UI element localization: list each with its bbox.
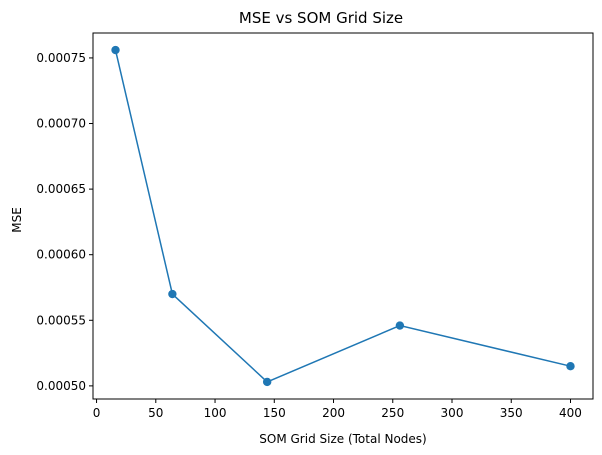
x-tick-label: 400 xyxy=(559,406,582,420)
x-axis: 0 50 100 150 200 250 300 350 400 xyxy=(93,399,582,420)
y-axis-label: MSE xyxy=(10,207,24,233)
x-tick-label: 100 xyxy=(204,406,227,420)
x-axis-label: SOM Grid Size (Total Nodes) xyxy=(259,432,426,446)
x-tick-label: 350 xyxy=(500,406,523,420)
x-tick-label: 300 xyxy=(441,406,464,420)
chart-title: MSE vs SOM Grid Size xyxy=(239,9,403,27)
series-line xyxy=(114,49,571,383)
x-tick-label: 200 xyxy=(322,406,345,420)
data-point xyxy=(262,377,272,387)
data-point xyxy=(168,289,177,299)
x-tick-label: 150 xyxy=(263,406,286,420)
plot-frame xyxy=(92,32,594,400)
y-tick-label: 0.00075 xyxy=(36,51,86,65)
x-tick-label: 0 xyxy=(93,406,101,420)
plot-area xyxy=(92,32,594,400)
y-tick-label: 0.00070 xyxy=(36,117,86,131)
data-point xyxy=(566,362,575,371)
y-axis: 0.00050 0.00055 0.00060 0.00065 0.00070 0.000… xyxy=(36,51,93,393)
data-point xyxy=(395,321,405,330)
x-tick-label: 250 xyxy=(381,406,404,420)
x-tick-label: 50 xyxy=(148,406,163,420)
y-tick-label: 0.00060 xyxy=(36,248,86,262)
data-point xyxy=(111,45,120,55)
y-tick-label: 0.00065 xyxy=(36,182,86,196)
y-tick-label: 0.00050 xyxy=(36,379,86,393)
y-tick-label: 0.00055 xyxy=(36,313,86,327)
